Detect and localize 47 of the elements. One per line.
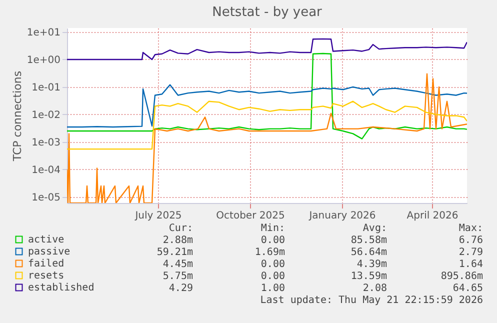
text: 56.64m: [350, 247, 387, 258]
text: 6.76: [458, 235, 483, 246]
x-tick-label: October 2025: [216, 210, 285, 222]
text: Cur:: [168, 223, 193, 234]
line-series: [67, 52, 467, 140]
y-tick-label: 1e+01: [26, 28, 60, 39]
y-tick-label: 1e-03: [32, 137, 60, 148]
x-tick-label: January 2026: [308, 210, 376, 222]
legend-label: active: [28, 234, 64, 246]
text: 1.64: [458, 259, 483, 270]
legend-label: failed: [28, 258, 64, 270]
text: 0.00: [260, 259, 285, 270]
text: 1.00: [260, 283, 285, 294]
text: 0.00: [260, 235, 285, 246]
text: 13.59m: [350, 271, 387, 282]
line-series: [67, 38, 467, 60]
text: Avg:: [362, 223, 387, 234]
text: Max:: [458, 223, 483, 234]
text: 85.58m: [350, 235, 387, 246]
text: 59.21m: [156, 247, 193, 258]
text: 5.75m: [162, 271, 193, 282]
text: 64.65: [452, 283, 483, 294]
x-tick-label: April 2026: [406, 210, 458, 222]
legend-label: passive: [28, 246, 70, 258]
y-tick-label: 1e-02: [32, 110, 60, 121]
text: 2.08: [362, 283, 387, 294]
x-tick-label: July 2025: [134, 210, 182, 222]
text: Last update: Thu May 21 22:15:59 2026: [260, 295, 483, 306]
legend-label: established: [28, 282, 94, 294]
text: 2.79: [458, 247, 483, 258]
y-tick-label: 1e-04: [32, 164, 60, 176]
text: 895.86m: [440, 271, 483, 282]
legend-label: resets: [28, 270, 64, 282]
text: 4.29: [168, 283, 193, 294]
chart-title: Netstat - by year: [212, 5, 323, 20]
text: 0.00: [260, 271, 285, 282]
y-tick-label: 1e-01: [32, 82, 60, 94]
text: 4.39m: [356, 259, 387, 270]
text: 2.88m: [162, 235, 193, 246]
y-tick-label: 1e-05: [32, 192, 60, 204]
text: 4.45m: [162, 259, 193, 270]
y-axis-title: TCP connections: [10, 70, 24, 162]
line-series: [67, 100, 467, 150]
text: 1.69m: [254, 247, 285, 258]
text: Min:: [260, 223, 285, 234]
line-series: [67, 84, 467, 128]
y-tick-label: 1e+00: [26, 54, 60, 66]
